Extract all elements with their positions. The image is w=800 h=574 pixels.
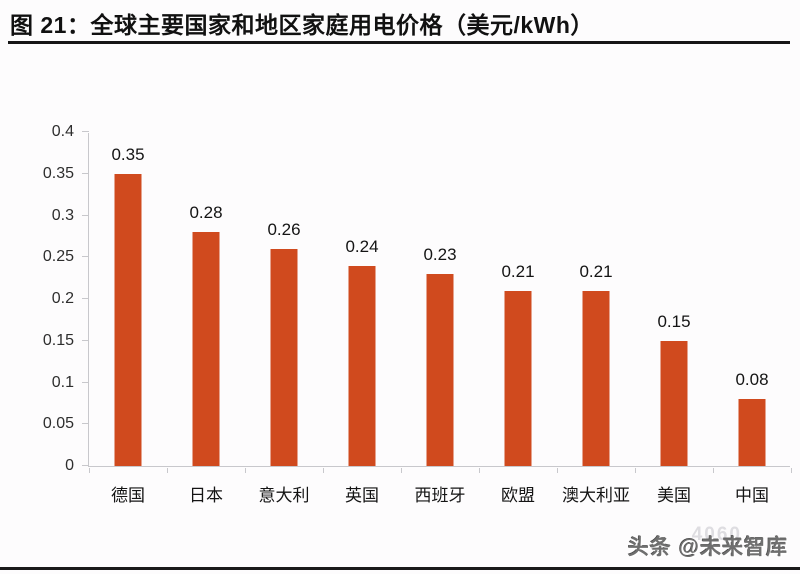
bar — [426, 274, 454, 466]
x-axis-tick — [401, 468, 402, 473]
bar — [504, 291, 532, 466]
x-axis-category-label: 英国 — [345, 486, 379, 505]
bar-column-3: 0.26 意大利 — [245, 133, 323, 505]
y-axis-tick — [82, 423, 89, 425]
bar-column-6: 0.21 欧盟 — [479, 133, 557, 505]
bar-column-4: 0.24 英国 — [323, 133, 401, 505]
x-axis-category-label: 美国 — [657, 486, 691, 505]
bar — [114, 174, 142, 466]
y-axis-tick — [82, 381, 89, 383]
x-axis-category-label: 澳大利亚 — [562, 486, 630, 505]
x-axis-tick — [167, 468, 168, 473]
x-axis-category-label: 欧盟 — [501, 486, 535, 505]
bar-value-label: 0.23 — [423, 245, 457, 264]
bar — [660, 341, 688, 466]
y-axis-tick-label: 0.35 — [42, 164, 74, 182]
y-axis-tick — [82, 172, 89, 174]
bar — [738, 399, 766, 466]
bar-value-label: 0.21 — [501, 262, 535, 281]
source-watermark: 头条 @未来智库 — [627, 536, 788, 559]
x-axis-category-label: 日本 — [189, 486, 223, 505]
bar-column-8: 0.15 美国 — [635, 133, 713, 505]
bar — [582, 291, 610, 466]
bottom-divider — [0, 567, 800, 570]
bar-value-label: 0.26 — [267, 220, 301, 239]
y-axis-tick — [82, 339, 89, 341]
x-axis-tick — [557, 468, 558, 473]
x-axis-tick — [635, 468, 636, 473]
x-axis-category-label: 西班牙 — [414, 486, 466, 505]
bar-column-1: 0.35 德国 — [89, 133, 167, 505]
x-axis-category-label: 中国 — [735, 486, 769, 505]
bar-column-9: 0.08 中国 — [713, 133, 791, 505]
y-axis-tick — [82, 298, 89, 299]
y-axis-tick-label: 0.3 — [51, 206, 74, 224]
y-axis-tick-label: 0.1 — [51, 373, 74, 391]
x-axis-tick — [245, 468, 246, 473]
y-axis-tick — [82, 256, 89, 258]
title-underline — [8, 41, 790, 44]
ghost-watermark: 4060 — [691, 524, 742, 545]
bar-value-label: 0.21 — [579, 262, 613, 281]
y-axis-tick — [82, 465, 89, 466]
y-axis-tick-label: 0.05 — [42, 415, 74, 433]
x-axis-category-label: 意大利 — [258, 486, 310, 505]
y-axis-tick-label: 0 — [65, 457, 74, 474]
chart-title: 图 21：全球主要国家和地区家庭用电价格（美元/kWh） — [10, 12, 594, 38]
bar-value-label: 0.15 — [657, 312, 691, 331]
x-axis-tick — [89, 468, 90, 473]
y-axis-tick — [82, 131, 89, 132]
y-axis-tick-label: 0.15 — [42, 331, 74, 349]
bar-column-2: 0.28 日本 — [167, 133, 245, 505]
x-axis-tick — [479, 468, 480, 473]
x-axis-tick — [323, 468, 324, 473]
y-axis-tick — [82, 214, 89, 216]
x-axis-tick — [713, 468, 714, 473]
bar — [348, 266, 376, 466]
x-axis-category-label: 德国 — [111, 486, 145, 505]
bar-column-5: 0.23 西班牙 — [401, 133, 479, 505]
bar — [270, 249, 298, 466]
bar-column-7: 0.21 澳大利亚 — [557, 133, 635, 505]
bar-value-label: 0.28 — [189, 203, 223, 222]
bar — [192, 232, 220, 466]
x-axis-tick — [791, 468, 792, 473]
y-axis-tick-label: 0.2 — [51, 290, 74, 307]
bar-value-label: 0.35 — [111, 145, 145, 164]
y-axis-tick-label: 0.25 — [42, 248, 74, 266]
bar-value-label: 0.24 — [345, 237, 379, 256]
bar-value-label: 0.08 — [735, 370, 769, 389]
y-axis-tick-label: 0.4 — [51, 123, 74, 140]
bar-chart-plot-area: 0 0.05 0.1 0.15 0.2 0.25 0.3 0.35 0.4 0.35 德国 0.28 日… — [43, 123, 792, 505]
